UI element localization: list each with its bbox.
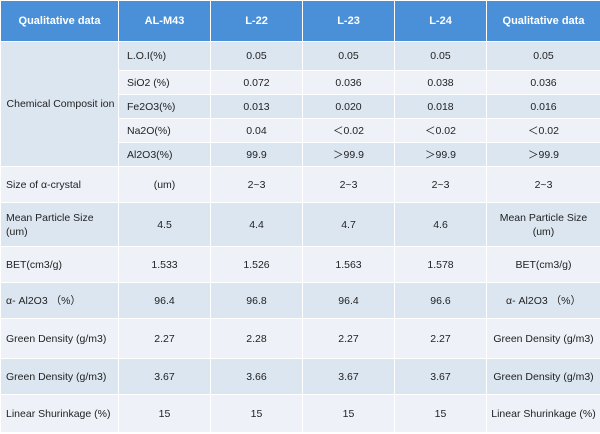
value-cell: 1.533 [118,246,211,283]
header-cell: L-24 [394,0,487,42]
table-row: Linear Shurinkage (%) 15 15 15 15 Linear… [0,394,600,433]
value-cell: 2.27 [302,318,395,359]
value-cell: 1.526 [210,246,303,283]
value-cell: 0.020 [302,94,395,119]
row-label-cell: Linear Shurinkage (%) [0,394,119,433]
right-label-cell: 2~3 [486,166,600,203]
table-row: SiO2 (%) 0.072 0.036 0.038 0.036 [1,70,600,95]
table-row: α- Al2O3 （%） 96.4 96.8 96.4 96.6 α- Al2O… [0,282,600,319]
table-row: Size of α-crystal (um) 2~3 2~3 2~3 2~3 [0,166,600,203]
right-label-cell: Mean Particle Size (um) [486,202,600,247]
table-row: Chemical Composit ion L.O.I(%) 0.05 0.05… [0,41,600,167]
value-cell: 15 [394,394,487,433]
row-label-cell: α- Al2O3 （%） [0,282,119,319]
value-cell: 0.05 [210,41,303,71]
table-row: Na2O(%) 0.04 ＜0.02 ＜0.02 ＜0.02 [1,118,600,143]
value-cell: 0.038 [394,70,487,95]
value-cell: 0.018 [394,94,487,119]
value-cell: 0.072 [210,70,303,95]
value-cell: 0.016 [486,94,600,119]
header-cell: AL-M43 [118,0,211,42]
value-cell: 0.05 [486,41,600,71]
value-cell: 2~3 [210,166,303,203]
header-cell: L-23 [302,0,395,42]
sub-label-cell: Na2O(%) [118,118,211,143]
right-label-cell: α- Al2O3 （%） [486,282,600,319]
header-cell: Qualitative data [0,0,119,42]
value-cell: 2~3 [394,166,487,203]
value-cell: (um) [118,166,211,203]
value-cell: 3.67 [302,358,395,395]
value-cell: 96.4 [118,282,211,319]
right-label-cell: BET(cm3/g) [486,246,600,283]
header-row: Qualitative data AL-M43 L-22 L-23 L-24 Q… [0,0,600,42]
chemical-composition-label: Chemical Composit ion [0,41,119,167]
row-label-cell: Green Density (g/m3) [0,358,119,395]
value-cell: 0.036 [302,70,395,95]
table-row: Green Density (g/m3) 3.67 3.66 3.67 3.67… [0,358,600,395]
row-label-cell: Green Density (g/m3) [0,318,119,359]
value-cell: ＞99.9 [486,142,600,167]
value-cell: 0.04 [210,118,303,143]
row-label-cell: BET(cm3/g) [0,246,119,283]
value-cell: 2.28 [210,318,303,359]
value-cell: 1.563 [302,246,395,283]
value-cell: ＜0.02 [302,118,395,143]
value-cell: 99.9 [210,142,303,167]
value-cell: 15 [210,394,303,433]
value-cell: 96.6 [394,282,487,319]
value-cell: 2.27 [118,318,211,359]
value-cell: 96.4 [302,282,395,319]
value-cell: 4.7 [302,202,395,247]
value-cell: 3.67 [394,358,487,395]
sub-label-cell: Al2O3(%) [118,142,211,167]
value-cell: 96.8 [210,282,303,319]
value-cell: 0.013 [210,94,303,119]
sub-label-cell: Fe2O3(%) [118,94,211,119]
value-cell: 4.4 [210,202,303,247]
value-cell: 2~3 [302,166,395,203]
value-cell: 3.66 [210,358,303,395]
value-cell: 0.036 [486,70,600,95]
value-cell: 4.5 [118,202,211,247]
right-label-cell: Green Density (g/m3) [486,318,600,359]
table-row: Fe2O3(%) 0.013 0.020 0.018 0.016 [1,94,600,119]
right-label-cell: Green Density (g/m3) [486,358,600,395]
value-cell: 3.67 [118,358,211,395]
table-row: Green Density (g/m3) 2.27 2.28 2.27 2.27… [0,318,600,359]
table-row: Al2O3(%) 99.9 ＞99.9 ＞99.9 ＞99.9 [1,142,600,167]
value-cell: 15 [302,394,395,433]
value-cell: ＞99.9 [394,142,487,167]
sub-label-cell: L.O.I(%) [118,41,211,71]
row-label-cell: Size of α-crystal [0,166,119,203]
right-label-cell: Linear Shurinkage (%) [486,394,600,433]
value-cell: 2.27 [394,318,487,359]
header-cell: L-22 [210,0,303,42]
value-cell: ＞99.9 [302,142,395,167]
row-label-cell: Mean Particle Size (um) [0,202,119,247]
value-cell: ＜0.02 [394,118,487,143]
value-cell: 0.05 [394,41,487,71]
sub-label-cell: SiO2 (%) [118,70,211,95]
header-cell: Qualitative data [486,0,600,42]
value-cell: 15 [118,394,211,433]
table-row: Mean Particle Size (um) 4.5 4.4 4.7 4.6 … [0,202,600,247]
value-cell: 4.6 [394,202,487,247]
table-row: BET(cm3/g) 1.533 1.526 1.563 1.578 BET(c… [0,246,600,283]
value-cell: 0.05 [302,41,395,71]
value-cell: 1.578 [394,246,487,283]
value-cell: ＜0.02 [486,118,600,143]
